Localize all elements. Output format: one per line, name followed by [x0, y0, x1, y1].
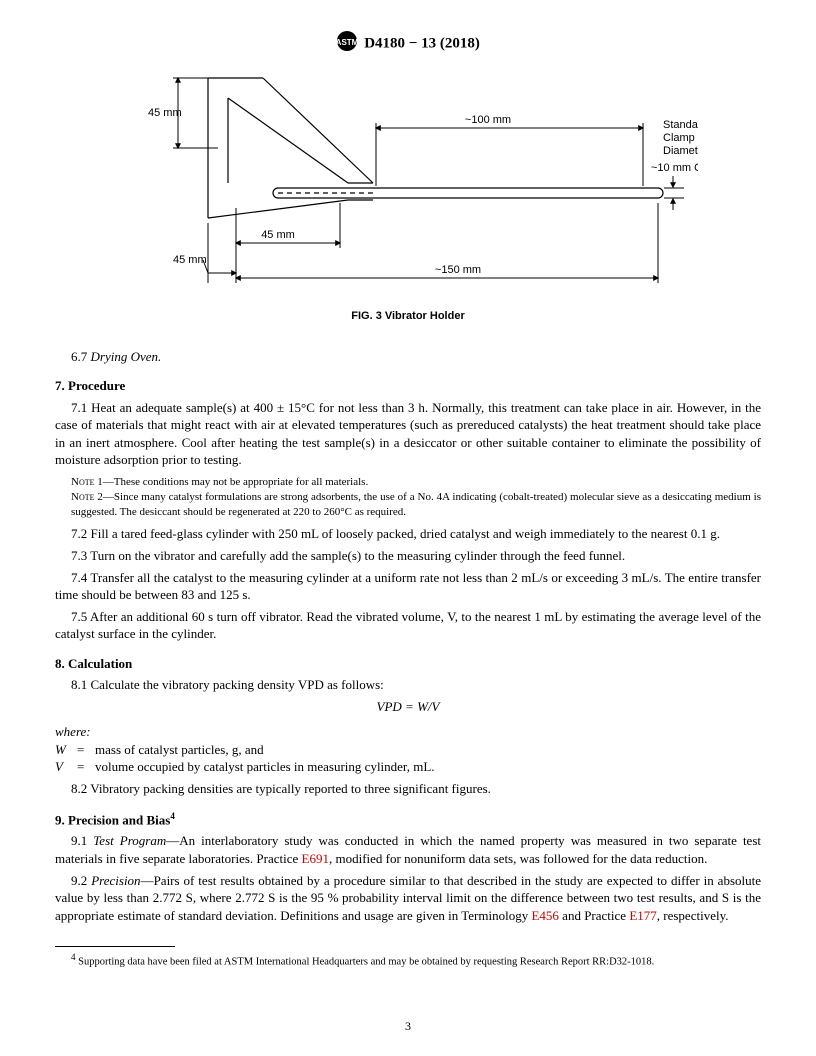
doc-id: D4180 − 13 (2018)	[364, 36, 480, 52]
clamp-label-1: Standard	[663, 119, 698, 131]
para-7-3: 7.3 Turn on the vibrator and carefully a…	[55, 547, 761, 565]
s9-head-text: 9. Precision and Bias	[55, 812, 170, 827]
clamp-label-2: Clamp	[663, 132, 695, 144]
s9-head-sup: 4	[170, 811, 175, 821]
s9-2-lead: Precision	[91, 873, 140, 888]
s9-2-c: , respectively.	[657, 908, 729, 923]
para-7-5: 7.5 After an additional 60 s turn off vi…	[55, 608, 761, 643]
def-row-w: W = mass of catalyst particles, g, and	[55, 741, 761, 759]
ref-e177[interactable]: E177	[629, 908, 656, 923]
para-8-2: 8.2 Vibratory packing densities are typi…	[55, 780, 761, 798]
def-w-sym: W	[55, 741, 77, 759]
note-2-text: Since many catalyst formulations are str…	[71, 491, 761, 518]
dim-inner-w: 45 mm	[261, 229, 295, 241]
s6-7-text: Drying Oven.	[91, 349, 162, 364]
s9-2-b: and Practice	[559, 908, 629, 923]
para-7-4: 7.4 Transfer all the catalyst to the mea…	[55, 569, 761, 604]
figure-caption: FIG. 3 Vibrator Holder	[118, 309, 698, 324]
def-v-sym: V	[55, 758, 77, 776]
note-1-lead: Note 1—	[71, 476, 114, 488]
section-8-heading: 8. Calculation	[55, 655, 761, 673]
astm-logo-icon: ASTM	[336, 30, 358, 58]
def-w-text: mass of catalyst particles, g, and	[95, 741, 264, 759]
svg-text:ASTM: ASTM	[336, 38, 358, 47]
footnote-text: Supporting data have been filed at ASTM …	[76, 957, 655, 968]
definitions: W = mass of catalyst particles, g, and V…	[55, 741, 761, 776]
def-row-v: V = volume occupied by catalyst particle…	[55, 758, 761, 776]
footnote-rule	[55, 946, 175, 947]
note-1-text: These conditions may not be appropriate …	[114, 476, 368, 488]
def-v-text: volume occupied by catalyst particles in…	[95, 758, 435, 776]
ref-e691[interactable]: E691	[302, 851, 329, 866]
page-header: ASTM D4180 − 13 (2018)	[55, 30, 761, 58]
figure-3-svg: 45 mm ~100 mm Standard Clamp Diameter ~1…	[118, 68, 698, 298]
s9-1-b: , modified for nonuniform data sets, was…	[329, 851, 707, 866]
footnote-4: 4 Supporting data have been filed at AST…	[55, 951, 761, 970]
where-label: where:	[55, 723, 761, 741]
dim-od: ~10 mm O.D.	[651, 162, 698, 174]
note-2-lead: Note 2—	[71, 491, 114, 503]
s9-2-num: 9.2	[71, 873, 91, 888]
clamp-label-3: Diameter	[663, 145, 698, 157]
para-8-1: 8.1 Calculate the vibratory packing dens…	[55, 676, 761, 694]
s9-1-num: 9.1	[71, 833, 93, 848]
def-w-eq: =	[77, 741, 95, 759]
page: ASTM D4180 − 13 (2018)	[0, 0, 816, 1010]
dim-total-w: ~150 mm	[435, 264, 481, 276]
dim-rod-len: ~100 mm	[465, 114, 511, 126]
para-9-1: 9.1 Test Program—An interlaboratory stud…	[55, 832, 761, 867]
section-6-7: 6.7 Drying Oven.	[71, 348, 761, 366]
dim-outer-w: 45 mm	[173, 254, 207, 266]
s9-1-lead: Test Program	[93, 833, 166, 848]
page-number: 3	[0, 1018, 816, 1034]
section-9-heading: 9. Precision and Bias4	[55, 810, 761, 829]
para-9-2: 9.2 Precision—Pairs of test results obta…	[55, 872, 761, 925]
note-1: Note 1—These conditions may not be appro…	[71, 475, 761, 490]
s6-7-num: 6.7	[71, 349, 87, 364]
ref-e456[interactable]: E456	[531, 908, 558, 923]
figure-3: 45 mm ~100 mm Standard Clamp Diameter ~1…	[118, 68, 698, 323]
para-7-2: 7.2 Fill a tared feed-glass cylinder wit…	[55, 525, 761, 543]
note-2: Note 2—Since many catalyst formulations …	[71, 490, 761, 520]
equation-vpd: VPD = W/V	[55, 698, 761, 716]
def-v-eq: =	[77, 758, 95, 776]
dim-top-h: 45 mm	[148, 107, 182, 119]
section-7-heading: 7. Procedure	[55, 377, 761, 395]
para-7-1: 7.1 Heat an adequate sample(s) at 400 ± …	[55, 399, 761, 469]
